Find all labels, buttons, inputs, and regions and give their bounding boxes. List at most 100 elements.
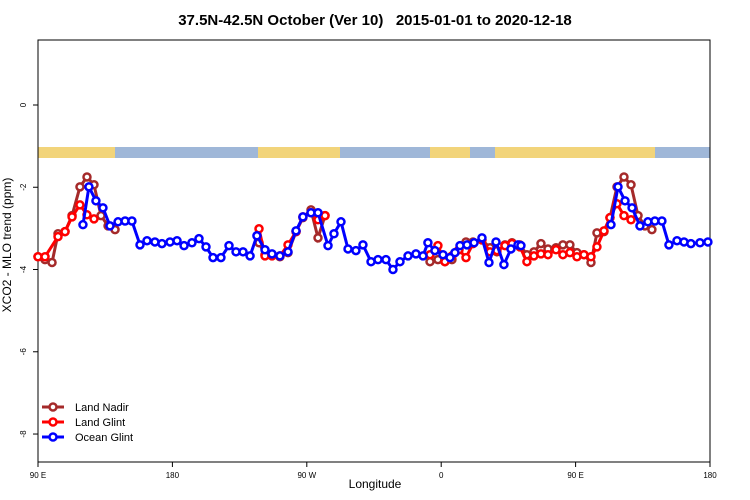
legend-label: Land Glint xyxy=(75,417,125,429)
data-point xyxy=(423,238,433,248)
data-point xyxy=(703,237,713,247)
x-axis-label: Longitude xyxy=(349,477,402,491)
data-point xyxy=(47,257,57,268)
x-tick-label: 90 E xyxy=(567,471,583,480)
data-point xyxy=(313,233,323,243)
legend-marker xyxy=(48,402,58,412)
data-point xyxy=(127,216,137,226)
data-point xyxy=(67,212,77,222)
data-point xyxy=(267,249,277,259)
data-point xyxy=(450,247,460,258)
data-point xyxy=(565,240,575,250)
data-point xyxy=(543,249,553,260)
data-point xyxy=(53,231,63,242)
data-point xyxy=(373,254,383,265)
data-point xyxy=(75,200,85,210)
data-point xyxy=(477,233,487,243)
data-point xyxy=(260,245,270,255)
data-point xyxy=(60,226,70,237)
data-point xyxy=(619,172,629,182)
data-point xyxy=(418,251,428,261)
data-point xyxy=(606,219,616,230)
chart-title: 37.5N-42.5N October (Ver 10) 2015-01-01 … xyxy=(178,12,572,29)
data-point xyxy=(313,207,323,218)
data-point xyxy=(187,238,197,248)
data-point xyxy=(172,235,182,246)
data-point xyxy=(599,226,609,236)
y-tick-label: -6 xyxy=(19,348,28,356)
data-point xyxy=(238,247,248,257)
data-point xyxy=(323,240,333,251)
data-point xyxy=(627,203,637,213)
data-point xyxy=(536,238,546,249)
data-point xyxy=(329,228,339,239)
data-point xyxy=(283,247,293,257)
data-point xyxy=(381,254,391,265)
data-point xyxy=(135,240,145,250)
x-tick-label: 90 E xyxy=(30,471,46,480)
data-point xyxy=(91,196,101,206)
data-point xyxy=(78,219,88,230)
data-point xyxy=(695,238,705,248)
data-point xyxy=(664,240,674,250)
data-point xyxy=(469,238,479,248)
data-point xyxy=(388,264,398,275)
x-tick-label: 180 xyxy=(166,471,180,480)
data-point xyxy=(89,214,99,224)
data-point xyxy=(40,252,50,262)
data-point xyxy=(142,235,152,246)
data-point xyxy=(430,245,440,256)
data-point xyxy=(522,256,532,267)
data-point xyxy=(252,231,262,241)
x-tick-label: 0 xyxy=(439,471,444,480)
map-strip xyxy=(38,147,710,158)
y-tick-label: -2 xyxy=(19,183,28,191)
data-point xyxy=(586,252,596,262)
plot-frame xyxy=(37,39,711,463)
data-point xyxy=(245,251,255,261)
data-point xyxy=(291,226,301,236)
data-point xyxy=(551,245,561,255)
data-point xyxy=(194,233,204,244)
data-point xyxy=(647,224,657,235)
data-point xyxy=(499,259,509,270)
data-point xyxy=(224,240,234,251)
data-point xyxy=(275,251,285,261)
data-point xyxy=(657,216,667,226)
data-point xyxy=(635,221,645,231)
data-point xyxy=(686,238,696,249)
data-point xyxy=(157,238,167,249)
data-point xyxy=(358,240,368,250)
data-point xyxy=(484,257,494,268)
data-point xyxy=(403,251,413,261)
y-tick-label: -4 xyxy=(19,265,28,273)
data-point xyxy=(82,172,92,182)
legend-marker xyxy=(48,432,58,442)
data-point xyxy=(491,237,501,247)
data-point xyxy=(351,245,361,256)
data-point xyxy=(565,247,575,258)
data-point xyxy=(343,244,353,254)
data-point xyxy=(613,182,623,192)
data-point xyxy=(619,210,629,221)
y-axis-label: XCO2 - MLO trend (ppm) xyxy=(0,178,14,313)
data-point xyxy=(75,182,85,192)
data-point xyxy=(395,256,405,267)
x-tick-label: 90 W xyxy=(297,471,316,480)
y-tick-label: 0 xyxy=(19,102,28,107)
data-point xyxy=(461,252,471,263)
data-point xyxy=(516,240,526,251)
data-point xyxy=(626,180,636,190)
x-tick-label: 180 xyxy=(703,471,717,480)
data-point xyxy=(506,244,516,254)
legend-label: Land Nadir xyxy=(75,402,129,414)
data-point xyxy=(98,203,108,213)
y-tick-label: -8 xyxy=(19,430,28,438)
data-point xyxy=(201,242,211,252)
data-point xyxy=(592,242,602,252)
data-point xyxy=(336,217,346,227)
data-point xyxy=(298,212,308,222)
data-point xyxy=(620,196,630,206)
legend-marker xyxy=(48,417,58,427)
